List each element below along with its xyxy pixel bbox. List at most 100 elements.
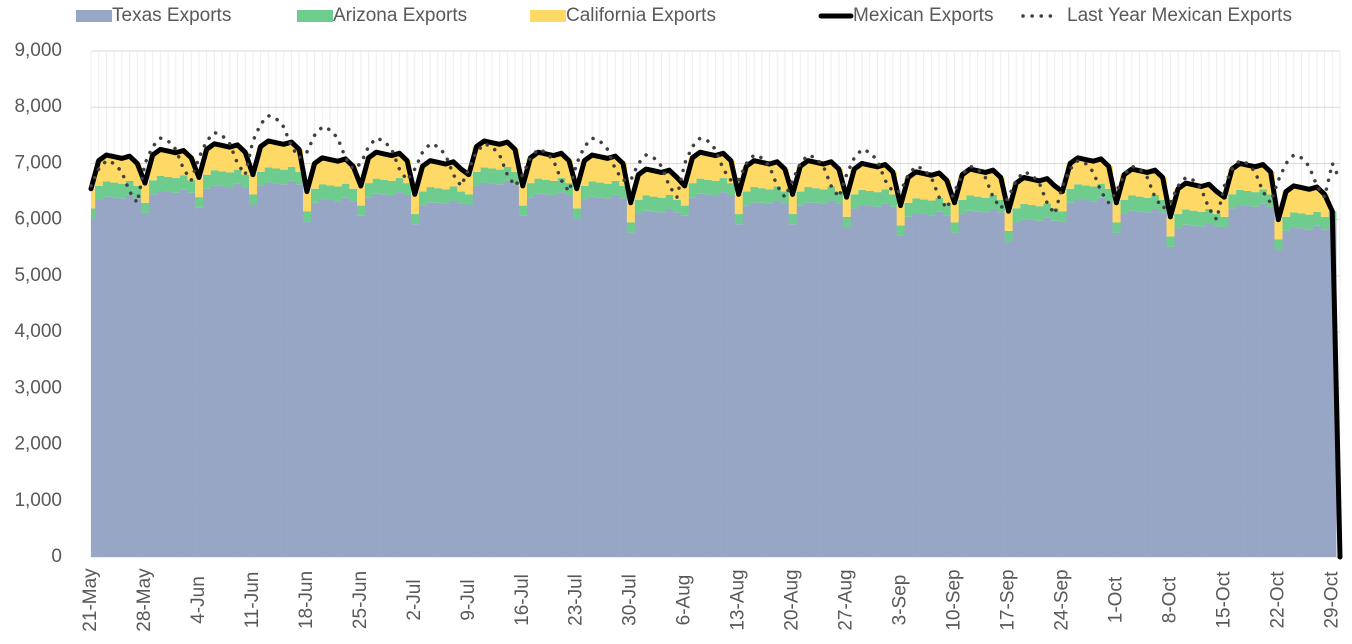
bar-segment <box>1058 221 1067 557</box>
bar-segment <box>680 185 689 206</box>
bar-segment <box>619 185 628 199</box>
bar-segment <box>626 222 635 233</box>
bar-segment <box>218 171 227 186</box>
x-tick-label: 9-Jul <box>458 579 479 620</box>
bar-segment <box>1228 208 1237 557</box>
bar-segment <box>1212 191 1221 215</box>
bar-segment <box>865 190 874 206</box>
bar-segment <box>1074 199 1083 557</box>
bar-segment <box>326 185 335 200</box>
bar-segment <box>981 197 990 213</box>
bar-segment <box>464 204 473 557</box>
bar-segment <box>218 145 227 172</box>
bar-segment <box>349 166 358 189</box>
bar-segment <box>565 160 574 184</box>
bar-segment <box>418 191 427 206</box>
bar-segment <box>1313 187 1322 212</box>
bar-segment <box>1243 205 1252 557</box>
bar-segment <box>595 182 605 198</box>
bar-segment <box>811 188 820 203</box>
bar-segment <box>1174 228 1183 557</box>
bar-segment <box>927 215 936 557</box>
bar-segment <box>457 191 466 204</box>
bar-segment <box>1259 189 1268 204</box>
bar-segment <box>989 194 998 209</box>
bar-segment <box>1104 188 1113 202</box>
bar-segment <box>557 192 566 557</box>
bar-segment <box>719 192 728 557</box>
bar-segment <box>1259 203 1268 557</box>
bar-segment <box>688 157 697 184</box>
bar-segment <box>1197 226 1206 557</box>
bar-segment <box>649 170 658 197</box>
x-tick-label: 10-Sep <box>944 569 965 630</box>
bar-segment <box>588 181 597 197</box>
bar-segment <box>1043 178 1052 204</box>
bar-segment <box>156 175 165 191</box>
bar-segment <box>626 232 635 557</box>
bar-segment <box>919 199 928 215</box>
bar-segment <box>665 208 674 558</box>
bar-segment <box>858 189 867 206</box>
bar-segment <box>195 197 204 208</box>
bar-segment <box>1189 210 1198 226</box>
bar-segment <box>1228 169 1237 195</box>
bar-segment <box>534 178 543 194</box>
bar-segment <box>364 183 373 198</box>
bar-segment <box>1127 195 1136 211</box>
bar-segment <box>457 169 466 192</box>
bar-segment <box>727 183 736 196</box>
bar-segment <box>881 189 890 204</box>
bar-segment <box>619 198 628 557</box>
bar-segment <box>1089 186 1098 202</box>
bar-segment <box>1205 208 1214 224</box>
bar-segment <box>966 169 975 196</box>
bar-segment <box>580 160 589 186</box>
bar-segment <box>164 151 173 177</box>
bar-segment <box>765 203 774 557</box>
bar-segment <box>1328 225 1337 557</box>
x-tick-label: 2-Jul <box>404 579 425 620</box>
bar-segment <box>835 169 844 192</box>
bar-segment <box>1135 170 1144 197</box>
bar-segment <box>249 174 258 195</box>
bar-segment <box>565 183 574 196</box>
bar-segment <box>788 194 797 215</box>
bar-segment <box>1305 229 1314 558</box>
bar-segment <box>765 189 774 204</box>
bar-segment <box>580 199 589 557</box>
bar-segment <box>141 183 150 203</box>
bar-segment <box>734 214 743 225</box>
bar-segment <box>904 202 913 217</box>
bar-segment <box>804 160 813 188</box>
bar-segment <box>966 195 975 211</box>
bar-segment <box>912 198 921 214</box>
bar-segment <box>657 197 666 213</box>
bar-segment <box>91 188 96 209</box>
bar-segment <box>117 183 126 199</box>
bar-segment <box>1020 219 1029 558</box>
bar-segment <box>225 172 234 188</box>
bar-segment <box>827 200 836 557</box>
bar-segment <box>1066 202 1075 558</box>
bar-segment <box>1120 174 1129 200</box>
bar-segment <box>356 185 366 206</box>
bar-segment <box>102 181 111 197</box>
bar-segment <box>912 213 921 557</box>
bar-segment <box>1066 188 1075 203</box>
bar-segment <box>179 150 188 176</box>
bar-segment <box>634 174 643 200</box>
bar-segment <box>464 174 473 195</box>
bar-segment <box>164 191 173 558</box>
bar-segment <box>410 214 419 225</box>
bar-segment <box>380 153 389 180</box>
bar-segment <box>804 202 813 557</box>
bar-segment <box>1243 165 1252 191</box>
bar-segment <box>549 180 558 196</box>
x-tick-label: 1-Oct <box>1105 576 1126 623</box>
bar-segment <box>441 164 450 190</box>
y-tick-label: 6,000 <box>14 209 62 230</box>
x-tick-label: 13-Aug <box>728 569 749 630</box>
bar-segment <box>418 166 427 192</box>
